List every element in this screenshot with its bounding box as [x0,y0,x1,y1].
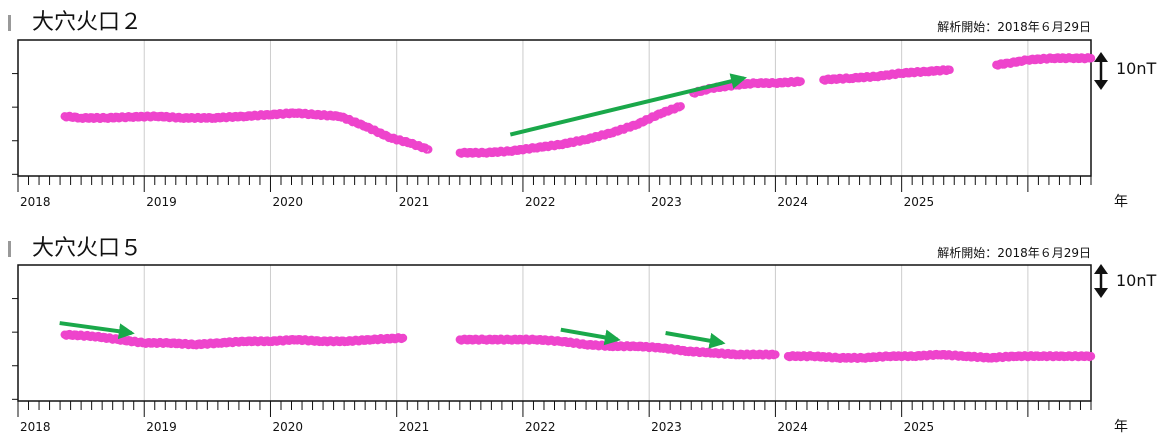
data-series [60,329,1096,363]
x-tick-label: 2022 [525,420,556,434]
x-tick-label: 2021 [399,420,430,434]
x-tick-label: 2018 [20,195,51,209]
title-marker [8,15,11,31]
analysis-start-label: 解析開始：2018年６月29日 [937,246,1091,260]
data-point [676,102,685,111]
scale-bar-arrow-down [1094,288,1108,298]
scale-bar-arrow-up [1094,52,1108,62]
x-tick-label: 2020 [272,420,303,434]
chart-title: 大穴火口５ [32,236,142,261]
chart-panel-1: 大穴火口２ 解析開始：2018年６月29日 2018 2019 2020 2021 2022… [8,10,1157,210]
analysis-start-label: 解析開始：2018年６月29日 [937,20,1091,34]
x-tick-label: 2023 [651,195,682,209]
data-series [60,53,1096,158]
data-point [424,145,433,154]
data-point [796,77,805,86]
scale-bar-arrow-up [1094,264,1108,274]
data-point [1086,352,1096,361]
x-tick-label: 2023 [651,420,682,434]
x-tick-label: 2024 [777,195,808,209]
plot-frame [17,39,1092,177]
x-tick-label: 2019 [146,420,177,434]
data-point [398,333,408,343]
scale-bar-label: 10nT [1116,59,1157,78]
x-tick-label: 2022 [525,195,556,209]
x-tick-label: 2025 [904,195,935,209]
data-point [945,65,954,75]
plot-frame [17,264,1092,402]
x-tick-label: 2020 [272,195,303,209]
trend-arrow [509,73,747,137]
data-point [1086,54,1096,63]
x-axis-unit: 年 [1114,419,1128,435]
chart-panel-2: 大穴火口５ 解析開始：2018年６月29日 2018 2019 2020 2021 2022… [8,236,1157,435]
trend-arrow [665,331,726,349]
trend-arrow [59,321,135,340]
x-axis-unit: 年 [1114,194,1128,210]
x-tick-label: 2024 [777,420,808,434]
x-tick-label: 2019 [146,195,177,209]
trend-arrow [560,327,621,346]
x-tick-label: 2021 [399,195,430,209]
x-tick-label: 2025 [904,420,935,434]
chart-title: 大穴火口２ [32,10,142,35]
x-tick-label: 2018 [20,420,51,434]
title-marker [8,241,11,257]
scale-bar-arrow-down [1094,80,1108,90]
data-point [771,350,780,359]
scale-bar-label: 10nT [1116,271,1157,290]
